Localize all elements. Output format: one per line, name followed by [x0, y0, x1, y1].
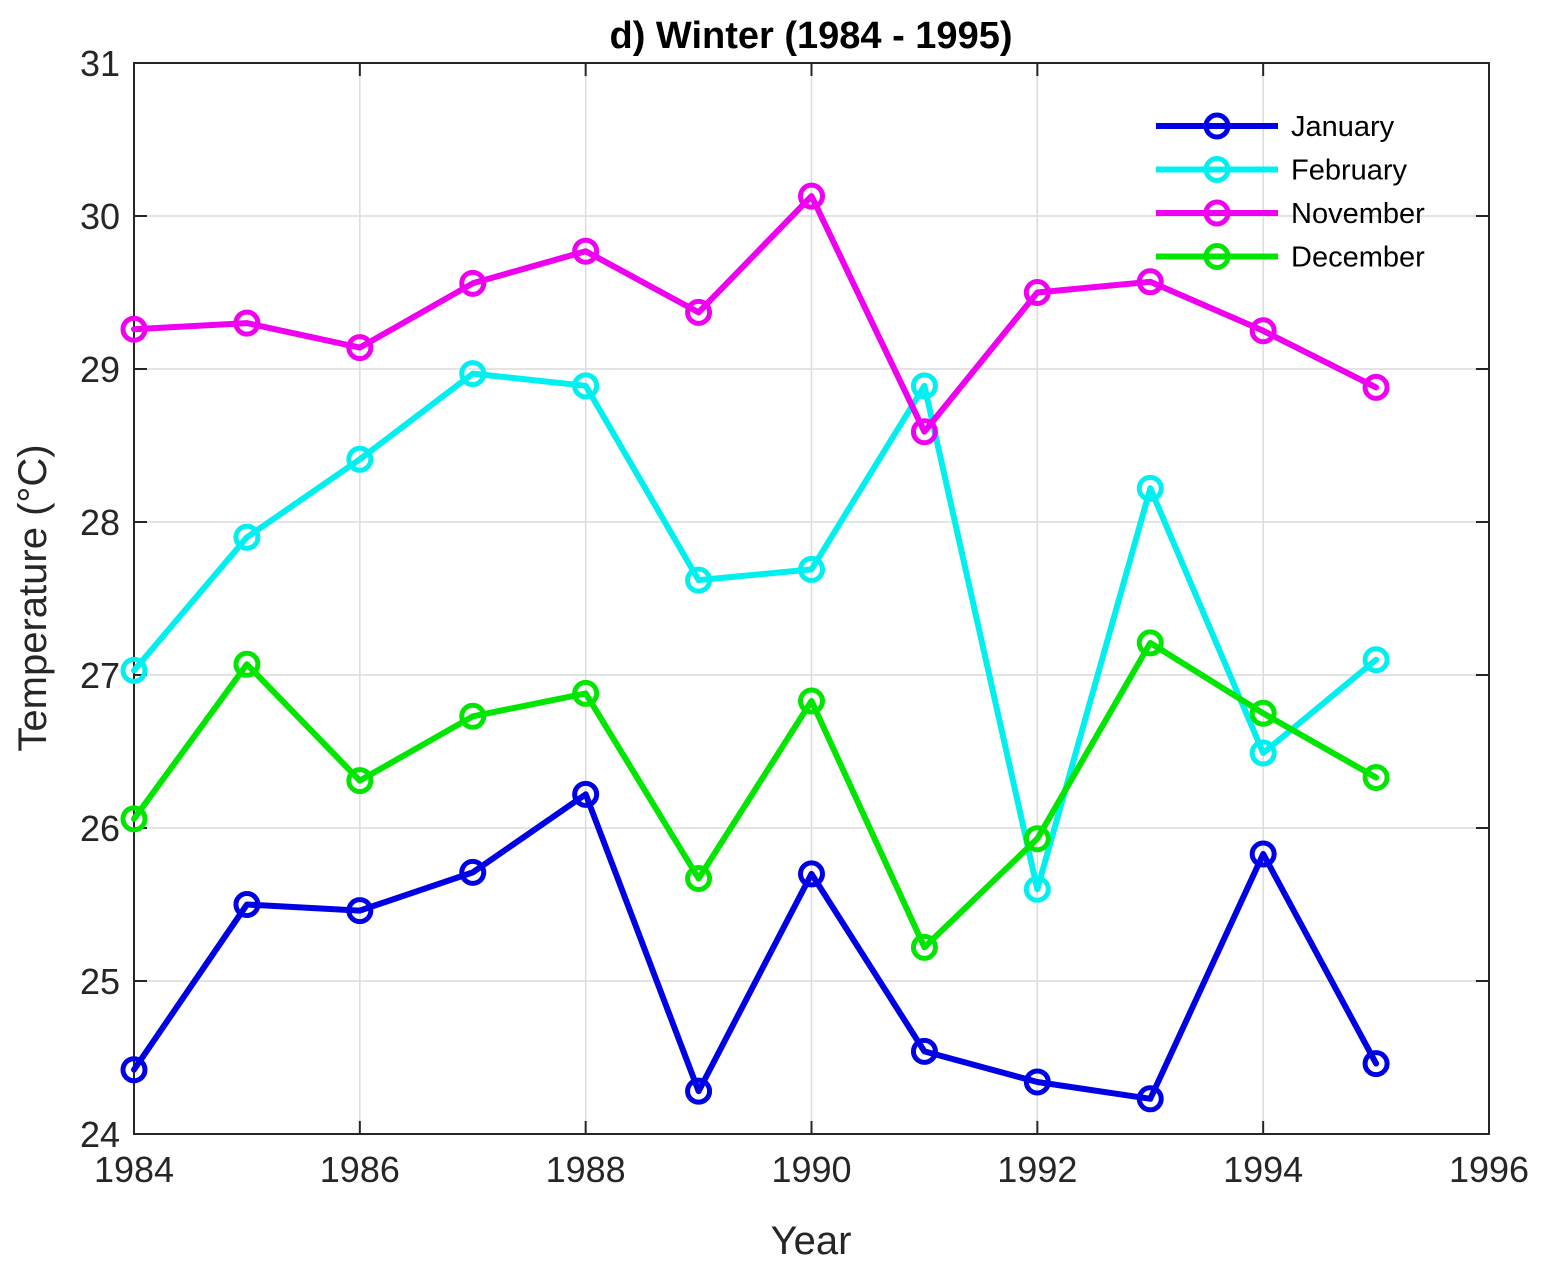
- axis-ticks: 1984 1986 1988 1990 1992 1994 1996 24 25 26 27 28 29…: [80, 43, 1529, 1190]
- legend-item-november: November: [1156, 198, 1425, 230]
- y-tick-label: 29: [80, 349, 120, 390]
- series-february: [120, 360, 1390, 903]
- data-point-november: [685, 298, 713, 326]
- data-point-december: [459, 702, 487, 730]
- data-point-january: [120, 1056, 148, 1084]
- legend-label: December: [1291, 242, 1425, 274]
- x-tick-label: 1992: [997, 1149, 1077, 1190]
- data-point-february: [685, 566, 713, 594]
- data-point-november: [798, 182, 825, 210]
- data-point-november: [1249, 317, 1277, 345]
- data-point-february: [1362, 646, 1390, 674]
- data-point-january: [1023, 1068, 1051, 1096]
- y-tick-label: 31: [80, 43, 120, 84]
- data-point-december: [346, 767, 374, 795]
- data-point-january: [685, 1077, 713, 1105]
- series-november: [120, 182, 1390, 446]
- data-point-february: [233, 523, 261, 551]
- data-point-december: [120, 805, 148, 833]
- y-tick-label: 30: [80, 196, 120, 237]
- data-point-december: [572, 679, 600, 707]
- legend-marker: [1203, 112, 1231, 140]
- data-point-november: [459, 269, 487, 297]
- data-point-february: [459, 360, 487, 388]
- legend-marker: [1203, 243, 1231, 270]
- x-tick-label: 1986: [320, 1149, 400, 1190]
- data-point-november: [572, 237, 600, 265]
- y-tick-label: 26: [80, 808, 120, 849]
- data-point-december: [1023, 825, 1051, 853]
- data-point-december: [1362, 764, 1390, 792]
- data-point-november: [233, 309, 261, 337]
- data-point-january: [233, 891, 261, 918]
- data-point-february: [120, 656, 148, 684]
- data-point-january: [346, 897, 374, 925]
- data-point-november: [1023, 279, 1051, 306]
- data-point-december: [1136, 629, 1164, 657]
- data-point-february: [346, 445, 374, 473]
- series-january: [120, 780, 1390, 1113]
- data-point-february: [1249, 739, 1277, 767]
- legend-marker: [1203, 199, 1231, 227]
- data-point-november: [1136, 268, 1164, 296]
- series-line-december: [131, 639, 1380, 951]
- data-point-december: [685, 864, 713, 892]
- y-tick-label: 24: [80, 1114, 120, 1155]
- data-point-january: [1136, 1085, 1164, 1113]
- series-line-february: [131, 370, 1380, 893]
- data-point-january: [1362, 1050, 1390, 1078]
- data-point-november: [1362, 373, 1390, 401]
- data-point-december: [910, 933, 938, 961]
- x-tick-label: 1996: [1449, 1149, 1529, 1190]
- data-point-december: [1249, 699, 1277, 727]
- data-point-january: [910, 1037, 938, 1065]
- x-tick-label: 1994: [1223, 1149, 1303, 1190]
- legend-item-february: February: [1156, 155, 1408, 187]
- legend: January February November December: [1156, 111, 1425, 274]
- data-point-november: [910, 418, 938, 446]
- data-point-february: [1023, 875, 1051, 903]
- data-point-november: [120, 315, 148, 343]
- data-point-december: [233, 650, 261, 678]
- x-axis-label: Year: [771, 1219, 852, 1263]
- data-point-january: [572, 780, 600, 808]
- series-december: [120, 629, 1390, 961]
- data-point-february: [572, 372, 600, 400]
- legend-label: January: [1291, 111, 1395, 143]
- y-axis-label: Temperature (°C): [11, 444, 55, 751]
- data-point-february: [1136, 474, 1164, 502]
- data-point-february: [910, 372, 938, 400]
- chart-title: d) Winter (1984 - 1995): [609, 15, 1012, 57]
- legend-item-january: January: [1156, 111, 1395, 143]
- data-point-november: [346, 334, 374, 362]
- y-tick-label: 27: [80, 655, 120, 696]
- legend-label: February: [1291, 155, 1408, 187]
- data-point-january: [459, 858, 487, 886]
- series-line-november: [131, 193, 1380, 435]
- legend-marker: [1203, 156, 1231, 183]
- y-tick-label: 28: [80, 502, 120, 543]
- x-tick-label: 1990: [771, 1149, 851, 1190]
- legend-label: November: [1291, 198, 1425, 230]
- y-tick-label: 25: [80, 961, 120, 1002]
- x-tick-label: 1988: [546, 1149, 626, 1190]
- legend-item-december: December: [1156, 242, 1425, 274]
- data-point-january: [1249, 840, 1277, 868]
- x-tick-label: 1984: [94, 1149, 174, 1190]
- series-line-january: [131, 791, 1380, 1102]
- data-point-february: [798, 555, 825, 583]
- data-point-december: [798, 687, 825, 715]
- data-point-january: [798, 860, 825, 888]
- series-group: [120, 182, 1390, 1113]
